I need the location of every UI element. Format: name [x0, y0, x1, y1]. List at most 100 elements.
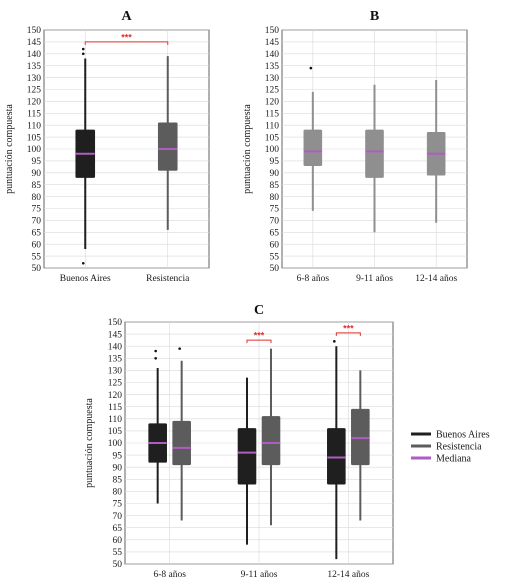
- y-tick-label: 55: [270, 252, 280, 262]
- significance-bracket: [335, 332, 361, 336]
- box-iqr: [261, 416, 281, 466]
- y-tick-label: 80: [270, 193, 280, 203]
- y-tick-label: 50: [113, 560, 123, 570]
- y-tick-label: 55: [32, 252, 42, 262]
- legend-label: Resistencia: [436, 442, 482, 453]
- panel-c: 50 55 60 65 70 75 80 85 90 95 100 105 110 115 120 125 13…: [84, 303, 394, 580]
- y-tick-label: 115: [108, 403, 122, 413]
- outlier-point: [81, 47, 85, 51]
- x-tick-label: 6-8 años: [297, 274, 330, 284]
- panel-title: C: [254, 303, 264, 318]
- box-plot: [303, 66, 323, 211]
- y-tick-label: 150: [265, 26, 280, 36]
- y-tick-label: 55: [113, 548, 123, 558]
- box-plot: [157, 56, 178, 230]
- y-tick-label: 70: [113, 512, 123, 522]
- box-iqr: [303, 129, 323, 166]
- y-tick-label: 110: [27, 121, 41, 131]
- y-tick-label: 135: [265, 62, 280, 72]
- y-axis-label: puntuación compuesta: [4, 104, 15, 194]
- significance-label: ***: [121, 32, 132, 42]
- box-plot: [237, 377, 257, 545]
- legend-label: Buenos Aires: [436, 430, 490, 441]
- y-tick-label: 70: [270, 217, 280, 227]
- y-tick-label: 135: [27, 62, 42, 72]
- box-iqr: [365, 129, 384, 178]
- box-plot: [351, 370, 370, 521]
- y-tick-label: 75: [32, 205, 42, 215]
- y-tick-label: 110: [108, 415, 122, 425]
- box-iqr: [237, 428, 257, 485]
- significance-label: ***: [254, 331, 265, 341]
- y-tick-label: 90: [32, 169, 42, 179]
- y-tick-label: 115: [265, 110, 279, 120]
- outlier-point: [81, 261, 85, 265]
- y-tick-label: 85: [270, 181, 280, 191]
- x-tick-label: 12-14 años: [327, 570, 369, 580]
- significance-label: ***: [343, 323, 354, 333]
- outlier-point: [309, 66, 313, 70]
- y-tick-label: 95: [113, 451, 123, 461]
- x-tick-label: Resistencia: [146, 274, 190, 284]
- significance-bracket: [246, 339, 272, 344]
- outlier-point: [81, 52, 85, 56]
- y-tick-label: 50: [32, 264, 42, 274]
- panel-title: A: [121, 9, 132, 24]
- y-tick-label: 80: [113, 488, 123, 498]
- y-tick-label: 65: [32, 229, 42, 239]
- y-tick-label: 140: [108, 342, 123, 352]
- y-tick-label: 65: [270, 229, 280, 239]
- y-tick-label: 100: [265, 145, 280, 155]
- y-tick-label: 125: [27, 86, 42, 96]
- y-tick-label: 90: [113, 463, 123, 473]
- y-tick-label: 120: [108, 391, 123, 401]
- y-tick-label: 60: [32, 240, 42, 250]
- box-plot: [172, 347, 191, 521]
- box-plot: [148, 349, 167, 504]
- y-tick-label: 145: [265, 38, 280, 48]
- legend-label: Mediana: [436, 454, 472, 465]
- box-plot: [261, 348, 281, 526]
- outlier-point: [154, 357, 157, 360]
- y-tick-label: 120: [265, 98, 280, 108]
- y-tick-label: 100: [108, 439, 123, 449]
- y-tick-label: 85: [113, 476, 123, 486]
- y-tick-label: 145: [27, 38, 42, 48]
- outlier-point: [333, 340, 336, 343]
- y-tick-label: 130: [27, 74, 42, 84]
- y-tick-label: 105: [265, 133, 280, 143]
- box-iqr: [172, 420, 191, 466]
- y-tick-label: 140: [265, 50, 280, 60]
- y-tick-label: 60: [113, 536, 123, 546]
- y-tick-label: 105: [27, 133, 42, 143]
- x-tick-label: 12-14 años: [415, 274, 457, 284]
- y-tick-label: 130: [108, 367, 123, 377]
- y-tick-label: 100: [27, 145, 42, 155]
- significance-bracket: [84, 41, 169, 45]
- x-tick-label: Buenos Aires: [60, 274, 111, 284]
- y-tick-label: 80: [32, 193, 42, 203]
- box-iqr: [327, 428, 346, 485]
- x-tick-label: 9-11 años: [241, 570, 278, 580]
- y-tick-label: 90: [270, 169, 280, 179]
- y-tick-label: 95: [32, 157, 42, 167]
- y-axis-label: puntuación compuesta: [242, 104, 253, 194]
- y-tick-label: 150: [108, 318, 123, 328]
- y-tick-label: 65: [113, 524, 123, 534]
- box-plot: [75, 47, 96, 265]
- y-tick-label: 150: [27, 26, 42, 36]
- y-axis-label: puntuación compuesta: [84, 398, 95, 488]
- outlier-point: [154, 349, 157, 353]
- y-tick-label: 145: [108, 330, 123, 340]
- y-tick-label: 75: [113, 500, 123, 510]
- y-tick-label: 110: [265, 121, 279, 131]
- y-tick-label: 85: [32, 181, 42, 191]
- box-plot: [365, 84, 384, 233]
- y-tick-label: 140: [27, 50, 42, 60]
- y-tick-label: 60: [270, 240, 280, 250]
- outlier-point: [178, 347, 181, 350]
- y-tick-label: 95: [270, 157, 280, 167]
- y-tick-label: 135: [108, 355, 123, 365]
